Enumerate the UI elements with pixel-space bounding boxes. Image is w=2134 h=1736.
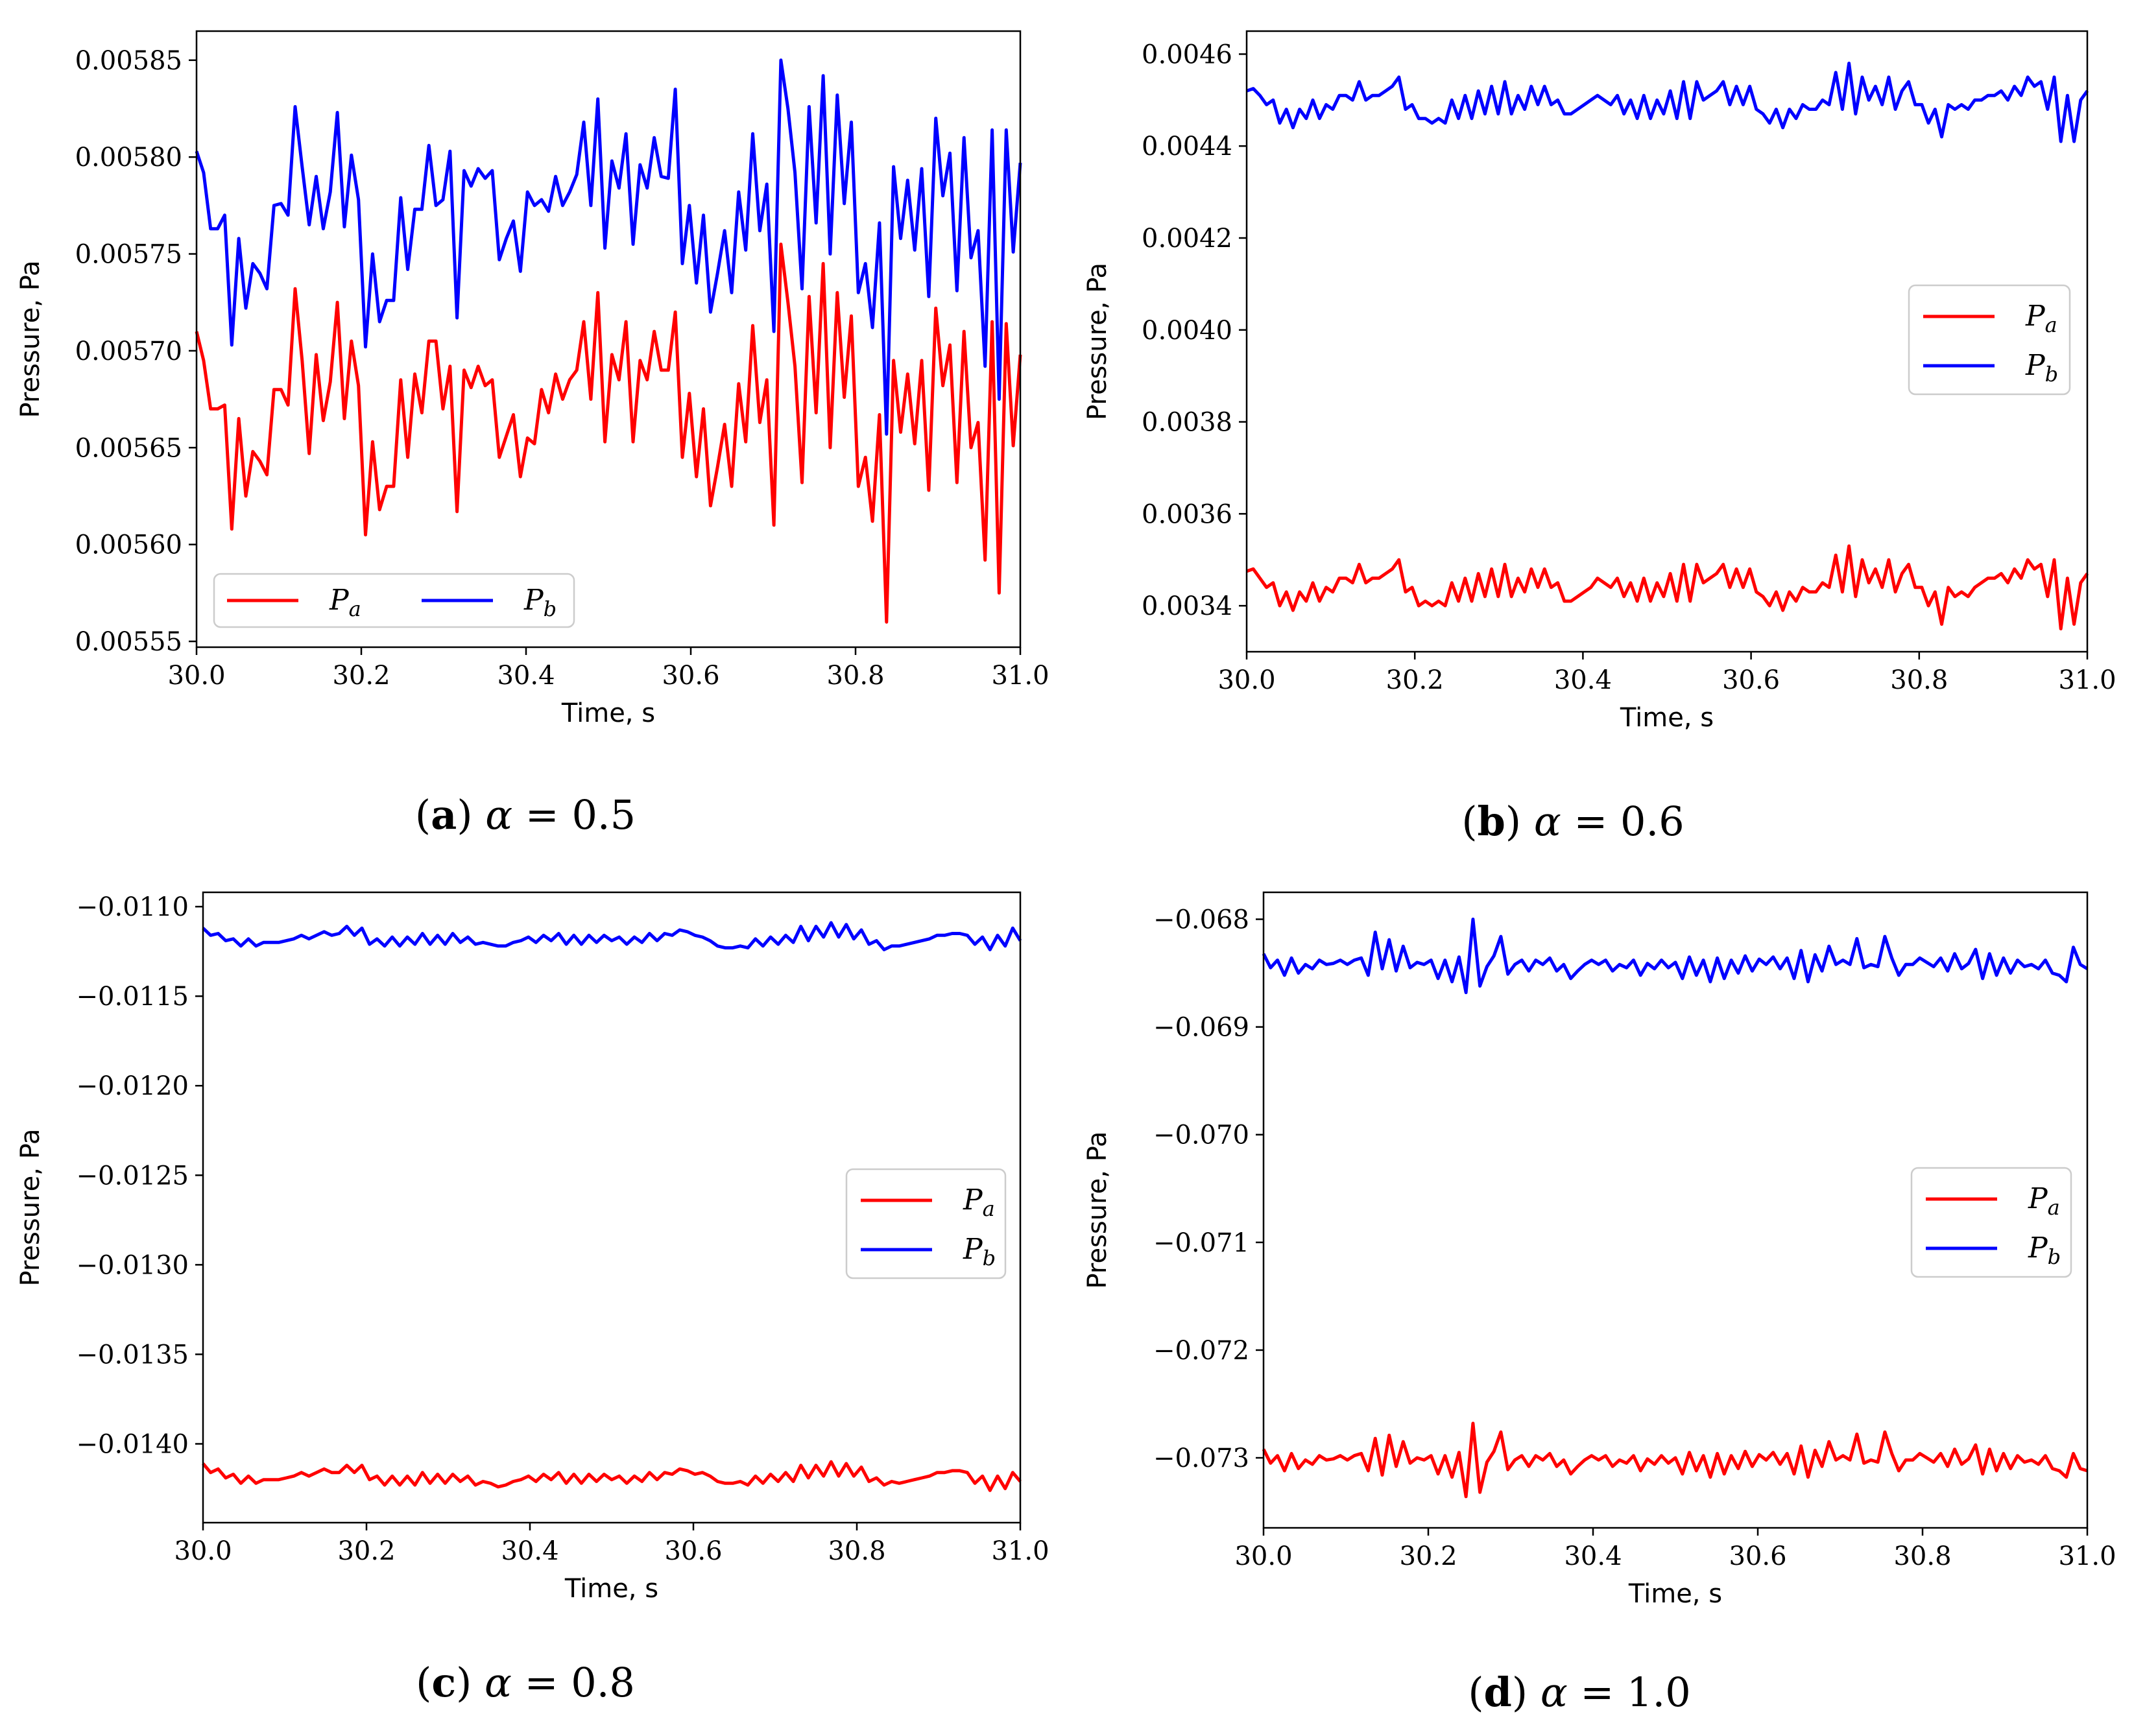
- chart-panel-a: 30.0 30.2 30.4 30.6 30.8 31.0 0.00555 0.00560 0.…: [16, 30, 1049, 838]
- axes-frame: [195, 30, 1022, 648]
- legend-label-Pa: Pa: [2025, 300, 2057, 337]
- y-tick-label: −0.0110: [77, 892, 189, 922]
- x-axis-label: Time, s: [561, 698, 655, 728]
- y-tick-label: 0.0036: [1142, 499, 1232, 529]
- legend-box: [213, 573, 575, 628]
- legend: Pa Pb: [845, 1168, 1007, 1279]
- y-tick-label: 0.0040: [1142, 316, 1232, 346]
- x-tick-label: 31.0: [2058, 665, 2116, 695]
- y-tick-label: −0.068: [1153, 905, 1249, 935]
- y-tick-label: −0.069: [1153, 1013, 1249, 1043]
- axes-frame: [1245, 30, 2089, 653]
- legend-label-Pb: Pb: [963, 1233, 996, 1270]
- x-tick-label: 30.8: [828, 1536, 885, 1566]
- chart-panel-b: 30.0 30.2 30.4 30.6 30.8 31.0 0.0034 0.0036 0.00…: [1083, 30, 2116, 845]
- series-line-Pa: [195, 243, 1022, 624]
- series-line-Pa: [1246, 544, 2089, 631]
- y-tick-label: 0.00555: [75, 627, 182, 657]
- legend: Pa Pb: [213, 573, 575, 628]
- y-tick-label: −0.0125: [77, 1161, 189, 1191]
- chart-panel-c: 30.0 30.2 30.4 30.6 30.8 31.0 −0.0140 −0.0135 −0…: [16, 891, 1049, 1706]
- y-tick-label: 0.00580: [75, 143, 182, 172]
- legend-label-Pb: Pb: [2025, 349, 2058, 386]
- x-axis-label: Time, s: [1628, 1579, 1722, 1609]
- y-tick-label: −0.072: [1153, 1336, 1249, 1366]
- x-tick-label: 30.8: [1893, 1541, 1951, 1571]
- series-line-Pb: [1246, 62, 2089, 143]
- legend: Pa Pb: [1910, 1167, 2072, 1278]
- legend-label-Pb: Pb: [2028, 1231, 2061, 1269]
- series-line-Pa: [1262, 1421, 2088, 1499]
- x-tick-label: 31.0: [2058, 1541, 2116, 1571]
- x-axis-label: Time, s: [564, 1574, 658, 1604]
- y-axis-label: Pressure, Pa: [16, 260, 45, 418]
- x-tick-label: 30.8: [826, 661, 884, 691]
- x-tick-label: 30.2: [337, 1536, 395, 1566]
- x-axis-label: Time, s: [1620, 703, 1714, 733]
- y-axis-label: Pressure, Pa: [16, 1128, 45, 1286]
- x-tick-label: 30.2: [1399, 1541, 1457, 1571]
- panel-caption: (d) α = 1.0: [1468, 1669, 1690, 1716]
- x-tick-label: 30.6: [664, 1536, 722, 1566]
- x-tick-label: 30.6: [1722, 665, 1780, 695]
- y-tick-label: −0.070: [1153, 1121, 1249, 1150]
- x-tick-label: 31.0: [991, 661, 1049, 691]
- panel-caption: (b) α = 0.6: [1461, 798, 1684, 845]
- series-line-Pb: [1262, 918, 2089, 994]
- y-tick-label: 0.0042: [1142, 224, 1232, 254]
- series-line-Pb: [195, 58, 1022, 436]
- y-tick-label: −0.0140: [77, 1430, 189, 1460]
- y-tick-label: 0.00570: [75, 337, 182, 366]
- x-tick-label: 30.4: [497, 661, 555, 691]
- y-tick-label: −0.0130: [77, 1250, 189, 1280]
- x-tick-label: 30.2: [332, 661, 390, 691]
- axes-frame: [1262, 891, 2089, 1529]
- x-tick-label: 30.4: [501, 1536, 558, 1566]
- legend: Pa Pb: [1908, 284, 2071, 396]
- legend-label-Pb: Pb: [523, 584, 557, 621]
- x-tick-label: 30.0: [174, 1536, 232, 1566]
- y-axis-label: Pressure, Pa: [1083, 263, 1112, 420]
- y-tick-label: 0.00585: [75, 46, 182, 76]
- legend-label-Pa: Pa: [329, 584, 361, 621]
- panel-caption: (a) α = 0.5: [415, 791, 636, 838]
- chart-panel-d: 30.0 30.2 30.4 30.6 30.8 31.0 −0.073 −0.072 −0.0…: [1083, 891, 2116, 1716]
- y-tick-label: 0.0038: [1142, 408, 1232, 438]
- x-tick-label: 30.2: [1386, 665, 1444, 695]
- x-tick-label: 30.0: [1234, 1541, 1292, 1571]
- x-tick-label: 30.8: [1890, 665, 1948, 695]
- x-tick-label: 30.4: [1564, 1541, 1622, 1571]
- y-tick-label: −0.0120: [77, 1071, 189, 1101]
- x-tick-label: 30.6: [1729, 1541, 1786, 1571]
- series-line-Pa: [202, 1460, 1022, 1492]
- y-tick-label: −0.071: [1153, 1228, 1249, 1258]
- y-tick-label: 0.0046: [1142, 40, 1232, 69]
- x-tick-label: 30.4: [1554, 665, 1612, 695]
- y-tick-label: −0.0135: [77, 1340, 189, 1370]
- y-tick-label: 0.00575: [75, 240, 182, 270]
- y-tick-label: 0.0034: [1142, 591, 1232, 621]
- series-line-Pb: [202, 921, 1022, 951]
- y-tick-label: −0.073: [1153, 1444, 1249, 1473]
- panel-caption: (c) α = 0.8: [416, 1659, 635, 1706]
- y-tick-label: 0.0044: [1142, 132, 1232, 161]
- y-axis-label: Pressure, Pa: [1083, 1131, 1112, 1289]
- x-tick-label: 30.0: [1217, 665, 1275, 695]
- x-tick-label: 31.0: [991, 1536, 1049, 1566]
- x-tick-label: 30.0: [167, 661, 225, 691]
- y-tick-label: 0.00560: [75, 530, 182, 560]
- legend-label-Pa: Pa: [963, 1183, 995, 1221]
- legend-label-Pa: Pa: [2028, 1182, 2060, 1220]
- axes-frame: [202, 891, 1022, 1524]
- y-tick-label: −0.0115: [77, 982, 189, 1012]
- x-tick-label: 30.6: [662, 661, 719, 691]
- y-tick-label: 0.00565: [75, 433, 182, 463]
